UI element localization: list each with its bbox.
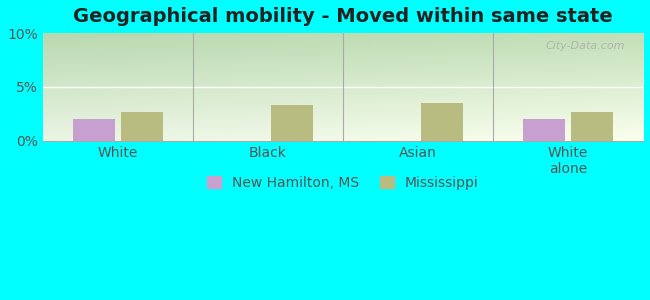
Text: City-Data.com: City-Data.com — [545, 40, 625, 51]
Bar — [73, 119, 114, 141]
Bar — [523, 119, 565, 141]
Bar — [271, 105, 313, 141]
Bar — [421, 103, 463, 141]
Bar — [121, 112, 162, 141]
Title: Geographical mobility - Moved within same state: Geographical mobility - Moved within sam… — [73, 7, 613, 26]
Legend: New Hamilton, MS, Mississippi: New Hamilton, MS, Mississippi — [207, 176, 478, 190]
Bar — [571, 112, 613, 141]
